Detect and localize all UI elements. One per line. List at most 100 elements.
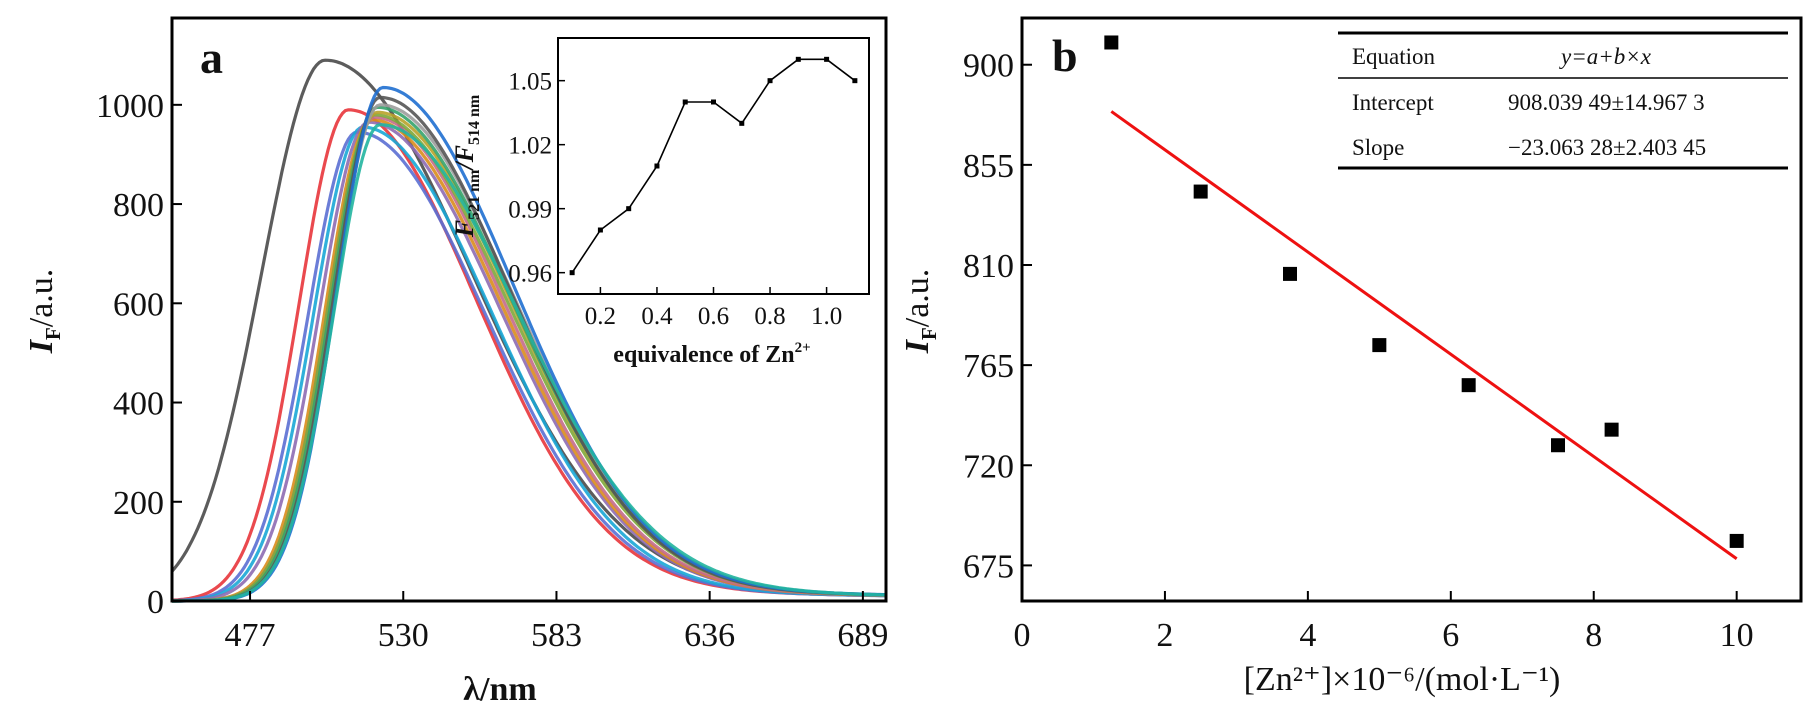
data-point — [1193, 184, 1208, 199]
fit-table: Equation y=a+b×x Intercept 908.039 49±14… — [1338, 31, 1788, 170]
panel-b-x-tick-label: 2 — [1156, 617, 1173, 654]
inset-x-tick-label: 0.4 — [641, 303, 673, 330]
inset-point — [852, 78, 858, 84]
panel-b-y-ticks: 675 720 765 810 855 900 — [963, 48, 1032, 585]
panel-b-fit-line — [1110, 110, 1738, 560]
linear-fit — [1110, 110, 1738, 560]
panel-a-x-tick-label: 477 — [225, 617, 276, 654]
panel-a-x-tick-label: 689 — [837, 617, 888, 654]
panel-b-y-tick-label: 810 — [963, 248, 1014, 285]
inset-y-tick-label: 1.02 — [508, 133, 552, 160]
svg-text:F521 nm/F514 nm: F521 nm/F514 nm — [450, 94, 483, 238]
inset-x-tick-label: 1.0 — [811, 303, 842, 330]
panel-a-x-tick-label: 530 — [378, 617, 429, 654]
inset-point — [767, 78, 773, 84]
panel-b-y-label: IF/a.u. — [899, 269, 941, 355]
panel-b-x-label: [Zn²⁺]×10⁻⁶/(mol·L⁻¹) — [1244, 661, 1561, 698]
svg-text:IF/a.u.: IF/a.u. — [899, 269, 941, 355]
inset-point — [795, 56, 801, 62]
panel-a-frame — [170, 16, 888, 603]
table-equation-label: Equation — [1352, 44, 1436, 69]
panel-b-x-tick-label: 4 — [1299, 617, 1316, 654]
inset-point — [824, 56, 830, 62]
panel-a-letter: a — [200, 32, 223, 83]
panel-b-y-tick-label: 720 — [963, 448, 1014, 485]
panel-b-y-label-main: I — [899, 338, 936, 354]
inset-x-tick-label: 0.2 — [585, 303, 616, 330]
data-point — [1604, 422, 1619, 437]
panel-b-letter: b — [1052, 30, 1078, 81]
panel-a-x-label: λ/nm — [463, 671, 536, 708]
panel-b-frame — [1020, 16, 1803, 603]
panel-a-y-tick-label: 1000 — [96, 88, 164, 125]
inset-point — [654, 163, 660, 169]
panel-a-y-ticks: 0 200 400 600 800 1000 — [96, 88, 182, 621]
inset-y-label-sub1: 521 nm — [466, 169, 483, 220]
inset-x-tick-label: 0.8 — [754, 303, 785, 330]
inset-x-label-text: equivalence of Zn — [613, 342, 794, 368]
table-slope-value: −23.063 28±2.403 45 — [1508, 135, 1706, 160]
data-point — [1461, 378, 1476, 393]
panel-b-x-tick-label: 10 — [1720, 617, 1754, 654]
inset-x-ticks: 0.2 0.4 0.6 0.8 1.0 — [585, 287, 842, 330]
inset-point — [682, 99, 688, 105]
inset-frame — [557, 37, 870, 295]
panel-b-x-tick-label: 0 — [1014, 617, 1031, 654]
table-intercept-value: 908.039 49±14.967 3 — [1508, 90, 1705, 115]
panel-b-x-ticks: 0 2 4 6 8 10 — [1014, 591, 1754, 654]
panel-a-inset: 0.2 0.4 0.6 0.8 1.0 0.96 0.99 1.02 1.05 F521 nm… — [450, 37, 870, 368]
inset-point — [711, 99, 716, 105]
panel-a-y-label-tail: /a.u. — [23, 269, 60, 328]
inset-y-label-sub2: 514 nm — [466, 94, 483, 145]
table-equation-value: y=a+b×x — [1559, 44, 1652, 69]
data-point — [1283, 266, 1298, 281]
table-slope-label: Slope — [1352, 135, 1404, 160]
data-point — [1729, 533, 1744, 548]
inset-y-tick-label: 1.05 — [508, 69, 552, 96]
panel-b-y-tick-label: 900 — [963, 48, 1014, 85]
inset-point — [597, 227, 603, 233]
panel-a-spectra — [170, 58, 887, 603]
panel-a-y-tick-label: 200 — [113, 485, 164, 522]
inset-y-label: F521 nm/F514 nm — [450, 94, 483, 238]
inset-x-tick-label: 0.6 — [698, 303, 729, 330]
inset-y-label-f1: F — [450, 220, 479, 238]
panel-a-y-tick-label: 600 — [113, 286, 164, 323]
panel-a-y-tick-label: 400 — [113, 386, 164, 423]
inset-y-tick-label: 0.99 — [508, 197, 552, 224]
panel-a-y-tick-label: 0 — [147, 584, 164, 621]
panel-b-y-label-sub: F — [917, 327, 941, 340]
panel-b-y-tick-label: 675 — [963, 548, 1014, 585]
panel-b-x-tick-label: 8 — [1585, 617, 1602, 654]
inset-point — [739, 120, 745, 126]
spectrum-line-14 — [172, 123, 887, 603]
panel-b-points — [1104, 35, 1744, 548]
panel-a-x-tick-label: 583 — [531, 617, 582, 654]
panel-a-x-tick-label: 636 — [684, 617, 735, 654]
inset-x-label-sup: 2+ — [795, 340, 811, 356]
panel-b-x-tick-label: 6 — [1442, 617, 1459, 654]
inset-x-label: equivalence of Zn2+ — [613, 340, 810, 368]
data-point — [1372, 338, 1387, 353]
inset-y-ticks: 0.96 0.99 1.02 1.05 — [508, 69, 565, 288]
panel-b-y-tick-label: 855 — [963, 148, 1014, 185]
panel-a-y-tick-label: 800 — [113, 187, 164, 224]
panel-a-x-ticks: 477 530 583 636 689 — [225, 591, 888, 654]
inset-point — [626, 206, 632, 212]
inset-series — [569, 56, 858, 276]
panel-a-y-label-main: I — [23, 338, 60, 354]
inset-y-tick-label: 0.96 — [508, 261, 552, 288]
data-point — [1551, 438, 1566, 453]
table-intercept-label: Intercept — [1352, 90, 1434, 115]
panel-a-y-label: IF/a.u. — [23, 269, 65, 355]
data-point — [1104, 35, 1119, 50]
inset-point — [569, 270, 575, 276]
svg-text:IF/a.u.: IF/a.u. — [23, 269, 65, 355]
inset-y-label-f2: /F — [450, 145, 479, 172]
panel-b-y-tick-label: 765 — [963, 348, 1014, 385]
panel-b-y-label-tail: /a.u. — [899, 269, 936, 328]
panel-a-y-label-sub: F — [41, 327, 65, 340]
